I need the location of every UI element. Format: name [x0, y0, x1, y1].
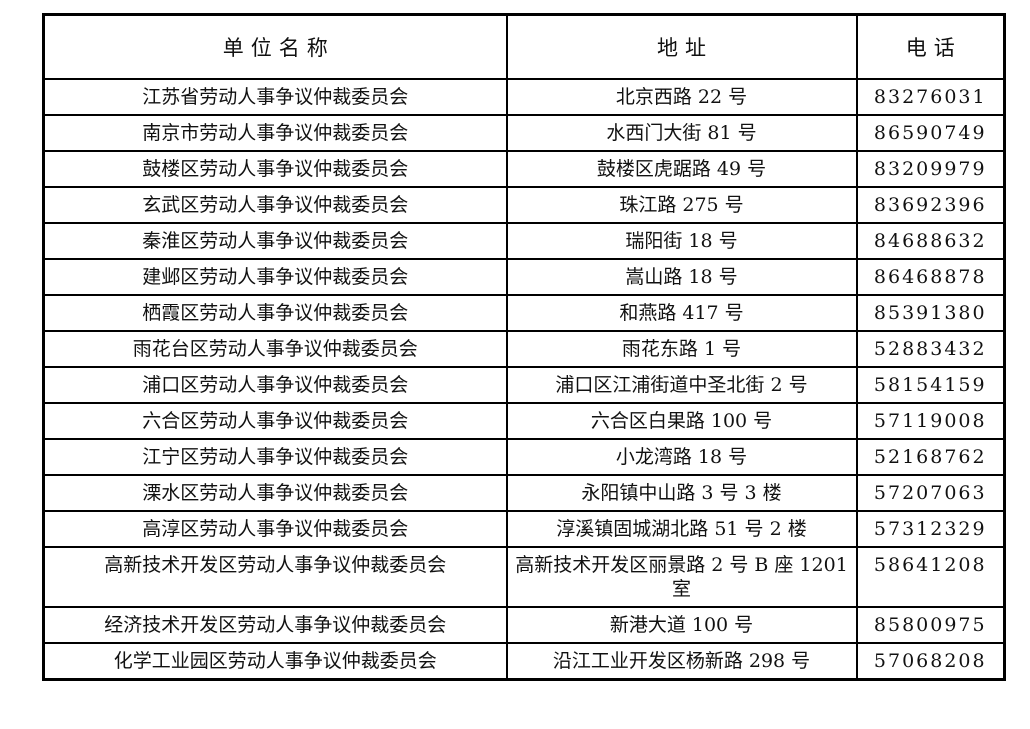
cell-name: 溧水区劳动人事争议仲裁委员会	[42, 473, 508, 512]
cell-address: 雨花东路 1 号	[505, 329, 858, 368]
column-header-phone: 电话	[855, 13, 1006, 80]
cell-address: 北京西路 22 号	[505, 77, 858, 116]
table-row: 高新技术开发区劳动人事争议仲裁委员会 高新技术开发区丽景路 2 号 B 座 120…	[42, 545, 1006, 608]
cell-name: 经济技术开发区劳动人事争议仲裁委员会	[42, 605, 508, 644]
column-header-address: 地址	[505, 13, 858, 80]
cell-phone: 86468878	[855, 257, 1006, 296]
table-row: 南京市劳动人事争议仲裁委员会 水西门大街 81 号 86590749	[42, 113, 1006, 152]
table-row: 鼓楼区劳动人事争议仲裁委员会 鼓楼区虎踞路 49 号 83209979	[42, 149, 1006, 188]
cell-phone: 83209979	[855, 149, 1006, 188]
cell-phone: 84688632	[855, 221, 1006, 260]
cell-name: 高新技术开发区劳动人事争议仲裁委员会	[42, 545, 508, 608]
column-header-unit-name: 单位名称	[42, 13, 508, 80]
cell-phone: 57207063	[855, 473, 1006, 512]
table-row: 化学工业园区劳动人事争议仲裁委员会 沿江工业开发区杨新路 298 号 5706820…	[42, 641, 1006, 680]
cell-address: 新港大道 100 号	[505, 605, 858, 644]
cell-address: 浦口区江浦街道中圣北街 2 号	[505, 365, 858, 404]
cell-name: 秦淮区劳动人事争议仲裁委员会	[42, 221, 508, 260]
cell-address: 小龙湾路 18 号	[505, 437, 858, 476]
cell-address: 和燕路 417 号	[505, 293, 858, 332]
cell-address: 鼓楼区虎踞路 49 号	[505, 149, 858, 188]
cell-name: 浦口区劳动人事争议仲裁委员会	[42, 365, 508, 404]
cell-name: 江苏省劳动人事争议仲裁委员会	[42, 77, 508, 116]
cell-name: 南京市劳动人事争议仲裁委员会	[42, 113, 508, 152]
cell-phone: 52883432	[855, 329, 1006, 368]
table-row: 雨花台区劳动人事争议仲裁委员会 雨花东路 1 号 52883432	[42, 329, 1006, 368]
cell-address: 沿江工业开发区杨新路 298 号	[505, 641, 858, 680]
table-row: 江苏省劳动人事争议仲裁委员会 北京西路 22 号 83276031	[42, 77, 1006, 116]
table-row: 建邺区劳动人事争议仲裁委员会 嵩山路 18 号 86468878	[42, 257, 1006, 296]
header-row: 单位名称 地址 电话	[42, 13, 1006, 80]
cell-address: 水西门大街 81 号	[505, 113, 858, 152]
table-row: 秦淮区劳动人事争议仲裁委员会 瑞阳街 18 号 84688632	[42, 221, 1006, 260]
cell-name: 高淳区劳动人事争议仲裁委员会	[42, 509, 508, 548]
table-row: 溧水区劳动人事争议仲裁委员会 永阳镇中山路 3 号 3 楼 57207063	[42, 473, 1006, 512]
cell-phone: 57068208	[855, 641, 1006, 680]
cell-phone: 86590749	[855, 113, 1006, 152]
table-row: 栖霞区劳动人事争议仲裁委员会 和燕路 417 号 85391380	[42, 293, 1006, 332]
table-row: 浦口区劳动人事争议仲裁委员会 浦口区江浦街道中圣北街 2 号 58154159	[42, 365, 1006, 404]
cell-phone: 58641208	[855, 545, 1006, 608]
cell-address: 瑞阳街 18 号	[505, 221, 858, 260]
cell-name: 江宁区劳动人事争议仲裁委员会	[42, 437, 508, 476]
cell-phone: 83276031	[855, 77, 1006, 116]
cell-name: 建邺区劳动人事争议仲裁委员会	[42, 257, 508, 296]
cell-phone: 85800975	[855, 605, 1006, 644]
cell-address: 永阳镇中山路 3 号 3 楼	[505, 473, 858, 512]
table-row: 玄武区劳动人事争议仲裁委员会 珠江路 275 号 83692396	[42, 185, 1006, 224]
cell-phone: 57119008	[855, 401, 1006, 440]
cell-phone: 85391380	[855, 293, 1006, 332]
cell-phone: 57312329	[855, 509, 1006, 548]
cell-name: 栖霞区劳动人事争议仲裁委员会	[42, 293, 508, 332]
cell-address: 嵩山路 18 号	[505, 257, 858, 296]
table-body: 江苏省劳动人事争议仲裁委员会 北京西路 22 号 83276031 南京市劳动人事争议…	[42, 77, 1006, 680]
cell-address: 六合区白果路 100 号	[505, 401, 858, 440]
cell-address: 高新技术开发区丽景路 2 号 B 座 1201 室	[505, 545, 858, 608]
table-row: 高淳区劳动人事争议仲裁委员会 淳溪镇固城湖北路 51 号 2 楼 57312329	[42, 509, 1006, 548]
cell-address: 淳溪镇固城湖北路 51 号 2 楼	[505, 509, 858, 548]
cell-name: 六合区劳动人事争议仲裁委员会	[42, 401, 508, 440]
cell-name: 玄武区劳动人事争议仲裁委员会	[42, 185, 508, 224]
cell-phone: 83692396	[855, 185, 1006, 224]
arbitration-directory-table: 单位名称 地址 电话 江苏省劳动人事争议仲裁委员会 北京西路 22 号 832760…	[42, 13, 1006, 681]
cell-name: 化学工业园区劳动人事争议仲裁委员会	[42, 641, 508, 680]
table-row: 六合区劳动人事争议仲裁委员会 六合区白果路 100 号 57119008	[42, 401, 1006, 440]
cell-phone: 58154159	[855, 365, 1006, 404]
table-row: 江宁区劳动人事争议仲裁委员会 小龙湾路 18 号 52168762	[42, 437, 1006, 476]
cell-address: 珠江路 275 号	[505, 185, 858, 224]
table-header: 单位名称 地址 电话	[42, 13, 1006, 80]
table-row: 经济技术开发区劳动人事争议仲裁委员会 新港大道 100 号 85800975	[42, 605, 1006, 644]
cell-name: 雨花台区劳动人事争议仲裁委员会	[42, 329, 508, 368]
cell-name: 鼓楼区劳动人事争议仲裁委员会	[42, 149, 508, 188]
cell-phone: 52168762	[855, 437, 1006, 476]
